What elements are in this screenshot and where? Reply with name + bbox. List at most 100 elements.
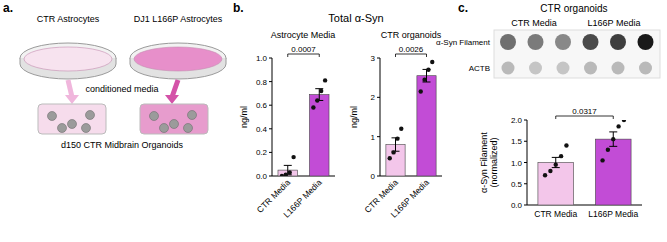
y-tick <box>524 120 527 121</box>
blot-membrane <box>494 30 660 78</box>
arrow-head <box>165 95 179 104</box>
organoid <box>68 120 77 129</box>
well <box>38 104 106 134</box>
panel-label: b. <box>233 1 244 15</box>
y-label: α-Syn Filament <box>479 132 489 193</box>
bar <box>538 163 574 206</box>
y-tick-label: 0.0 <box>511 201 523 210</box>
blot-dot <box>502 62 515 75</box>
y-tick <box>269 128 272 129</box>
point <box>426 68 430 72</box>
point <box>315 98 319 102</box>
y-tick-label: 0.5 <box>511 180 523 189</box>
y-tick-label: 3 <box>371 54 376 63</box>
blot-dot <box>557 62 570 75</box>
organoid <box>184 124 193 133</box>
point <box>323 78 327 82</box>
point <box>559 154 563 158</box>
dish-media <box>134 47 222 71</box>
y-tick <box>269 105 272 106</box>
well <box>140 104 208 134</box>
y-tick-label: 0 <box>371 172 376 181</box>
x-tick-label: L166P Media <box>389 177 432 220</box>
p-value: 0.0007 <box>291 45 316 54</box>
organoid <box>170 120 179 129</box>
arrow <box>68 80 72 97</box>
arrow-label: conditioned media <box>85 84 158 94</box>
bar <box>417 76 436 176</box>
y-tick-label: 1.5 <box>511 137 523 146</box>
y-label: ng/ml <box>239 106 249 128</box>
point <box>419 89 423 93</box>
significance-bracket <box>288 54 320 57</box>
panel-label: c. <box>458 1 468 15</box>
y-tick-label: 0.0 <box>256 172 268 181</box>
y-tick-label: 1 <box>371 133 376 142</box>
point <box>399 127 403 131</box>
blot-dot <box>638 34 654 50</box>
chart-title: Astrocyte Media <box>271 30 336 40</box>
point <box>395 136 399 140</box>
x-tick-label: L166P Media <box>281 177 324 220</box>
y-label: ng/ml <box>349 106 359 128</box>
point <box>543 173 547 177</box>
dish-label: CTR Astrocytes <box>37 14 100 24</box>
blot-row: α-Syn Filament <box>436 38 491 47</box>
organoid <box>188 111 197 120</box>
y-tick <box>377 58 380 59</box>
y-tick-label: 1.0 <box>256 54 268 63</box>
point <box>422 77 426 81</box>
bar <box>595 139 631 205</box>
significance-bracket <box>396 54 427 57</box>
marks <box>278 78 329 176</box>
blot-dot <box>529 62 542 75</box>
point <box>311 105 315 109</box>
arrow <box>172 80 178 97</box>
y-tick-label: 0.2 <box>256 148 268 157</box>
y-tick <box>269 81 272 82</box>
point <box>284 173 288 176</box>
panel-label: a. <box>3 1 13 15</box>
p-value: 0.0317 <box>572 107 597 116</box>
blot-dot <box>584 62 597 75</box>
point <box>564 143 568 147</box>
y-label: (normalized) <box>489 137 499 187</box>
y-axis <box>380 58 381 176</box>
y-axis <box>272 58 273 176</box>
dish-label: DJ1 L166P Astrocytes <box>134 14 223 24</box>
marks <box>538 120 631 205</box>
x-tick-label: CTR Media <box>534 209 577 219</box>
point <box>554 162 558 166</box>
blot-dot <box>639 62 652 75</box>
y-tick-label: 2.0 <box>511 116 523 125</box>
organoid-label: d150 CTR Midbrain Organoids <box>61 140 184 150</box>
point <box>280 174 284 176</box>
organoid <box>48 112 57 121</box>
point <box>622 120 626 122</box>
organoid <box>150 112 159 121</box>
y-tick <box>377 136 380 137</box>
point <box>388 156 392 160</box>
organoid <box>82 124 91 133</box>
point <box>319 89 323 93</box>
organoid <box>86 111 95 120</box>
point <box>611 137 615 141</box>
blot-column: L166P Media <box>588 18 641 28</box>
blot-row: ACTB <box>469 64 490 73</box>
y-tick-label: 0.6 <box>256 101 268 110</box>
y-tick <box>524 162 527 163</box>
chart: α-Syn Filament(normalized)0.00.51.01.52.… <box>479 107 642 219</box>
chart: Astrocyte Mediang/ml0.00.20.40.60.81.0CT… <box>239 30 335 220</box>
p-value: 0.0026 <box>399 45 424 54</box>
marks <box>386 60 436 176</box>
blot-dot <box>528 34 544 50</box>
point <box>291 155 295 159</box>
y-tick-label: 0.4 <box>256 125 268 134</box>
bar <box>309 95 329 176</box>
arrow-head <box>65 95 79 104</box>
figure: a. b. c. CTR Astrocytes DJ1 L166P Astrocytes… <box>0 0 667 242</box>
blot-dot <box>610 34 626 50</box>
y-tick <box>524 183 527 184</box>
significance-bracket <box>556 116 614 119</box>
y-tick <box>377 176 380 177</box>
